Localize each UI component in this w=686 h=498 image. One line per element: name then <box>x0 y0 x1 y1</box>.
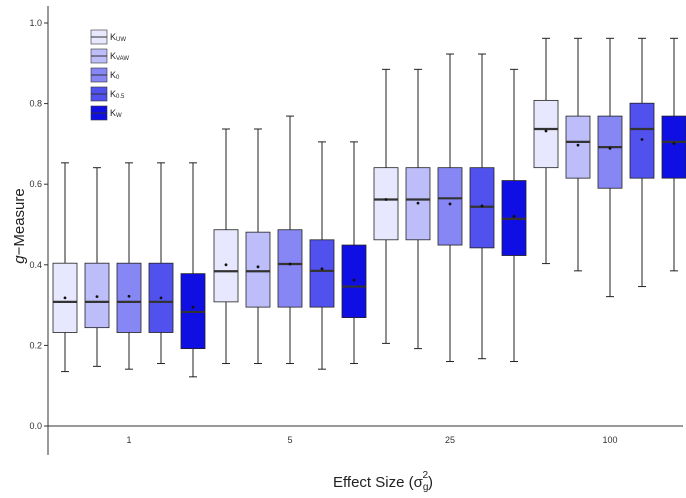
mean-point <box>672 142 676 145</box>
mean-point <box>512 215 516 218</box>
legend-label-sub: VAW <box>116 56 129 62</box>
legend-label-sub: 0.5 <box>116 94 125 100</box>
legend-label-sub: W <box>116 113 122 119</box>
box-K_VAW-25 <box>405 68 431 350</box>
box-K_W-100 <box>661 37 686 272</box>
x-tick-label: 5 <box>287 435 292 445</box>
legend-item-K_0: K0 <box>90 67 120 83</box>
iqr-box <box>597 115 623 189</box>
legend-label-main: K <box>110 108 116 118</box>
x-tick-label: 25 <box>445 435 455 445</box>
y-axis-title-rest: −Measure <box>11 188 28 255</box>
legend-item-K_VAW: KVAW <box>90 48 129 64</box>
mean-point <box>159 296 163 300</box>
boxes <box>52 37 686 378</box>
legend-label: KW <box>110 108 122 119</box>
box-K_0-25 <box>437 53 463 363</box>
iqr-box <box>277 229 303 308</box>
x-axis-title-sup: 2 <box>422 470 428 481</box>
legend-item-K_W: KW <box>90 105 122 121</box>
mean-point <box>95 295 99 299</box>
box-K_VAW-1 <box>84 167 110 367</box>
mean-point <box>576 143 580 147</box>
iqr-box <box>533 99 559 169</box>
box-K_W-25 <box>501 68 527 363</box>
box-K_VAW-100 <box>565 37 591 272</box>
legend-label: KVAW <box>110 51 129 62</box>
mean-point <box>448 202 452 206</box>
legend-label-main: K <box>110 32 116 42</box>
box-K_UW-5 <box>213 128 239 365</box>
iqr-box <box>565 115 591 179</box>
box-K_W-5 <box>341 141 367 365</box>
iqr-box <box>437 167 463 246</box>
box-K_UW-100 <box>533 37 559 265</box>
mean-point <box>384 198 388 201</box>
legend-label-main: K <box>110 89 116 99</box>
box-K_VAW-5 <box>245 128 271 365</box>
mean-point <box>640 138 644 141</box>
mean-point <box>480 204 484 208</box>
box-K_UW-1 <box>52 162 78 373</box>
y-tick-label: 0.4 <box>29 260 42 270</box>
box-K_W-1 <box>180 162 206 378</box>
box-K_0.5-25 <box>469 53 495 360</box>
box-K_0-100 <box>597 37 623 298</box>
legend-item-K_UW: KUW <box>90 29 126 45</box>
legend-label: K0.5 <box>110 89 125 100</box>
legend-label: KUW <box>110 32 126 43</box>
legend-label-sub: UW <box>116 37 126 43</box>
y-tick-label: 0.6 <box>29 179 42 189</box>
legend-label-main: K <box>110 70 116 80</box>
mean-point <box>256 265 260 269</box>
iqr-box <box>661 115 686 179</box>
box-K_0-5 <box>277 115 303 365</box>
y-axis-title-italic: g <box>11 255 28 264</box>
y-axis-title: g−Measure <box>11 188 28 263</box>
mean-point <box>288 262 292 266</box>
mean-point <box>352 278 356 282</box>
x-axis-title-sub: g <box>423 482 429 493</box>
x-axis-title-symbol: σ <box>414 474 424 491</box>
axes: 0.0 0.2 0.4 0.6 0.8 1.0 1 5 25 100 <box>29 6 683 455</box>
legend-label-main: K <box>110 51 116 61</box>
y-tick-label: 1.0 <box>29 18 42 28</box>
iqr-box <box>373 167 399 241</box>
box-K_0.5-1 <box>148 162 174 365</box>
iqr-box <box>116 262 142 333</box>
x-tick-label: 100 <box>602 435 617 445</box>
legend-label: K0 <box>110 70 120 81</box>
box-K_0-1 <box>116 162 142 370</box>
mean-point <box>224 263 228 267</box>
x-tick-label: 1 <box>126 435 131 445</box>
legend-label-sub: 0 <box>116 75 120 81</box>
box-K_UW-25 <box>373 68 399 344</box>
mean-point <box>127 294 131 298</box>
mean-point <box>544 129 548 133</box>
mean-point <box>191 305 195 309</box>
x-axis-title-text: Effect Size <box>333 474 404 491</box>
box-K_0.5-5 <box>309 141 335 370</box>
legend-item-K_0.5: K0.5 <box>90 86 125 102</box>
x-axis-title: Effect Size (σg2) <box>333 470 433 493</box>
mean-point <box>608 146 612 150</box>
mean-point <box>320 267 324 271</box>
y-tick-label: 0.2 <box>29 340 42 350</box>
mean-point <box>63 296 67 300</box>
y-tick-label: 0.0 <box>29 421 42 431</box>
iqr-box <box>245 231 271 308</box>
mean-point <box>416 201 420 205</box>
box-K_0.5-100 <box>629 37 655 288</box>
y-tick-label: 0.8 <box>29 99 42 109</box>
iqr-box <box>309 239 335 308</box>
